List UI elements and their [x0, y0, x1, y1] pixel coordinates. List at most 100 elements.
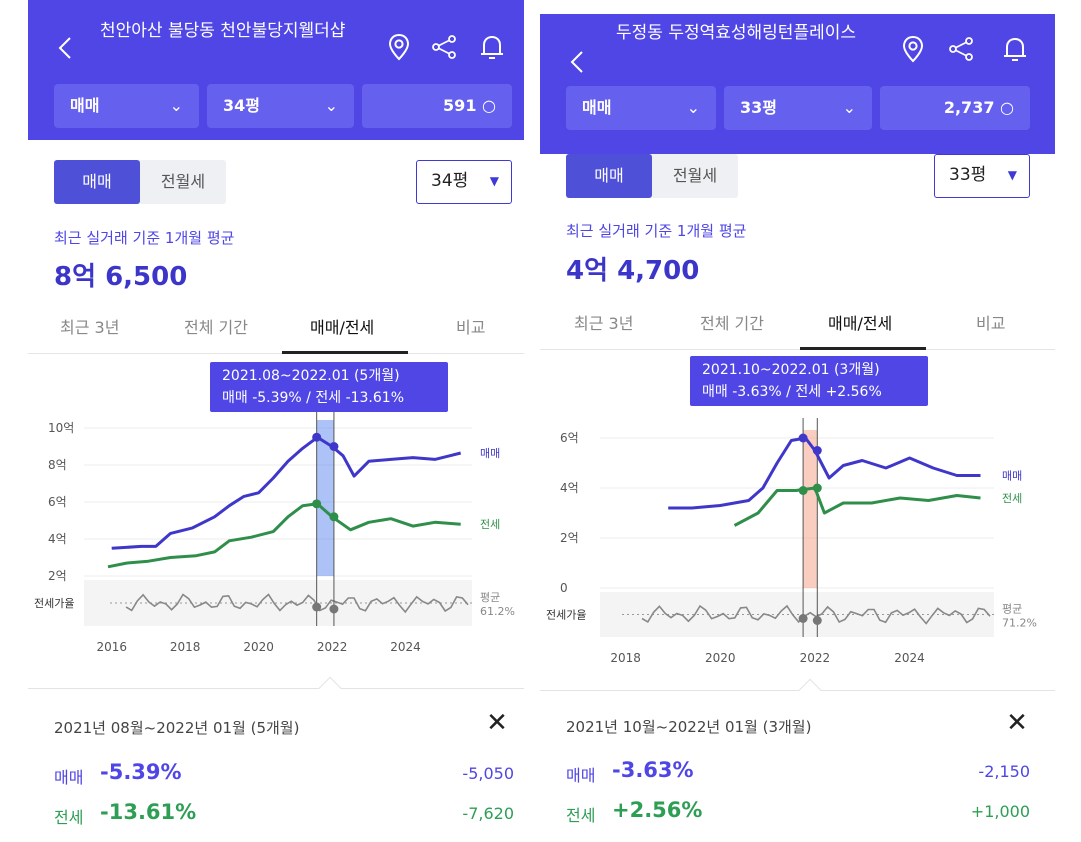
- tab-compare[interactable]: 비교: [976, 314, 1006, 333]
- area-dropdown[interactable]: 33평 ▼: [934, 154, 1030, 198]
- area-select[interactable]: 34평 ⌄: [207, 84, 354, 128]
- x-tick-label: 2024: [894, 651, 925, 665]
- divider: [28, 688, 524, 689]
- selection-band: [803, 430, 818, 588]
- chart-tooltip: 2021.10~2022.01 (3개월) 매매 -3.63% / 전세 +2.…: [690, 356, 928, 406]
- tab-all-period[interactable]: 전체 기간: [184, 318, 248, 337]
- y-tick-label: 8억: [48, 458, 67, 472]
- sale-point: [312, 432, 322, 442]
- sale-series-label: 매매: [480, 447, 500, 460]
- chevron-down-icon: ⌄: [686, 98, 700, 117]
- ratio-avg-value: 71.2%: [1002, 617, 1037, 630]
- tab-recent-3y[interactable]: 최근 3년: [60, 318, 120, 337]
- period-tabs: 최근 3년 전체 기간 매매/전세 비교: [28, 306, 524, 354]
- price-chart[interactable]: 10억 8억 6억 4억 2억 전세가율 평균 61.2% 매매 전세 2016 2018 2020 20…: [28, 356, 524, 676]
- detail-row-sale: 매매 -3.63% -2,150: [566, 758, 1030, 785]
- y-tick-label: 2억: [560, 531, 579, 545]
- bell-icon[interactable]: [475, 30, 509, 64]
- x-tick-label: 2018: [170, 640, 201, 654]
- ratio-label: 전세가율: [546, 609, 586, 622]
- toggle-sale[interactable]: 매매: [54, 160, 140, 204]
- sale-point: [798, 433, 808, 443]
- y-tick-label: 0: [560, 581, 568, 595]
- tab-all-period[interactable]: 전체 기간: [700, 314, 764, 333]
- jeonse-series-label: 전세: [480, 518, 500, 531]
- chevron-left-icon[interactable]: [56, 28, 86, 68]
- deal-toggle: 매매 전월세: [54, 160, 226, 204]
- tooltip-caret: [318, 676, 342, 700]
- close-icon[interactable]: ✕: [486, 708, 508, 738]
- listing-count-button[interactable]: 2,737 ○: [880, 86, 1030, 130]
- average-value: 8억 6,500: [54, 262, 188, 292]
- listing-count-button[interactable]: 591 ○: [362, 84, 512, 128]
- ratio-point: [329, 604, 339, 614]
- sale-point: [329, 442, 339, 451]
- deal-type-select[interactable]: 매매 ⌄: [566, 86, 716, 130]
- jeonse-point: [329, 512, 339, 522]
- x-tick-label: 2016: [96, 640, 127, 654]
- tab-sale-jeonse[interactable]: 매매/전세: [310, 318, 375, 337]
- active-tab-underline: [800, 347, 926, 350]
- ratio-avg-label: 평균: [480, 591, 500, 604]
- search-icon: ○: [1000, 98, 1014, 117]
- tab-sale-jeonse[interactable]: 매매/전세: [828, 314, 893, 333]
- bell-icon[interactable]: [998, 32, 1032, 66]
- jeonse-point: [812, 483, 822, 493]
- chevron-down-icon: ⌄: [324, 96, 338, 115]
- apartment-title: 천안아산 불당동 천안불당지웰더샵: [100, 21, 346, 41]
- area-dropdown[interactable]: 34평 ▼: [416, 160, 512, 204]
- share-icon[interactable]: [944, 32, 978, 66]
- location-pin-icon[interactable]: [896, 32, 930, 66]
- deal-toggle: 매매 전월세: [566, 154, 738, 198]
- x-tick-label: 2018: [610, 651, 641, 665]
- location-pin-icon[interactable]: [382, 30, 416, 64]
- ratio-band: [84, 580, 472, 626]
- detail-row-jeonse: 전세 +2.56% +1,000: [566, 798, 1030, 825]
- detail-row-jeonse: 전세 -13.61% -7,620: [54, 800, 514, 827]
- y-tick-label: 6억: [48, 495, 67, 509]
- sale-line: [668, 436, 981, 510]
- share-icon[interactable]: [427, 30, 461, 64]
- detail-row-sale: 매매 -5.39% -5,050: [54, 760, 514, 787]
- x-tick-label: 2024: [390, 640, 421, 654]
- caret-down-icon: ▼: [1007, 168, 1017, 182]
- chevron-left-icon[interactable]: [568, 42, 598, 82]
- jeonse-line: [107, 502, 461, 569]
- toggle-rent[interactable]: 전월세: [672, 166, 718, 185]
- active-tab-underline: [282, 351, 408, 354]
- y-tick-label: 10억: [48, 421, 74, 435]
- ratio-point: [312, 602, 322, 612]
- panel-right: 두정동 두정역효성해링턴플레이스 매매 ⌄ 33평: [540, 0, 1081, 842]
- close-icon[interactable]: ✕: [1006, 708, 1028, 738]
- period-tabs: 최근 3년 전체 기간 매매/전세 비교: [540, 302, 1055, 350]
- ratio-point: [812, 616, 822, 625]
- chevron-down-icon: ⌄: [169, 96, 183, 115]
- jeonse-point: [798, 486, 808, 495]
- tab-recent-3y[interactable]: 최근 3년: [574, 314, 634, 333]
- sale-line: [111, 435, 462, 550]
- toggle-rent[interactable]: 전월세: [160, 172, 206, 191]
- panel-left: 천안아산 불당동 천안불당지웰더샵 매매 ⌄ 34평: [0, 0, 530, 842]
- x-tick-label: 2022: [317, 640, 348, 654]
- toggle-sale[interactable]: 매매: [566, 154, 652, 198]
- average-label: 최근 실거래 기준 1개월 평균: [566, 222, 747, 240]
- y-tick-label: 4억: [560, 481, 579, 495]
- tab-compare[interactable]: 비교: [456, 318, 486, 337]
- ratio-avg-label: 평균: [1002, 603, 1022, 616]
- y-tick-label: 2억: [48, 569, 67, 583]
- price-chart[interactable]: 6억 4억 2억 0 전세가율 평균 71.2% 매매 전세 2018 2020 2022 2024 2…: [540, 352, 1055, 672]
- ratio-line: [125, 593, 469, 614]
- header: 천안아산 불당동 천안불당지웰더샵 매매 ⌄ 34평: [28, 0, 524, 140]
- detail-period: 2021년 10월~2022년 01월 (3개월): [566, 718, 812, 736]
- detail-period: 2021년 08월~2022년 01월 (5개월): [54, 719, 300, 737]
- x-tick-label: 2020: [243, 640, 274, 654]
- jeonse-line: [733, 486, 981, 527]
- ratio-point: [798, 614, 808, 623]
- deal-type-select[interactable]: 매매 ⌄: [54, 84, 199, 128]
- chevron-down-icon: ⌄: [842, 98, 856, 117]
- caret-down-icon: ▼: [489, 174, 499, 188]
- area-select[interactable]: 33평 ⌄: [724, 86, 872, 130]
